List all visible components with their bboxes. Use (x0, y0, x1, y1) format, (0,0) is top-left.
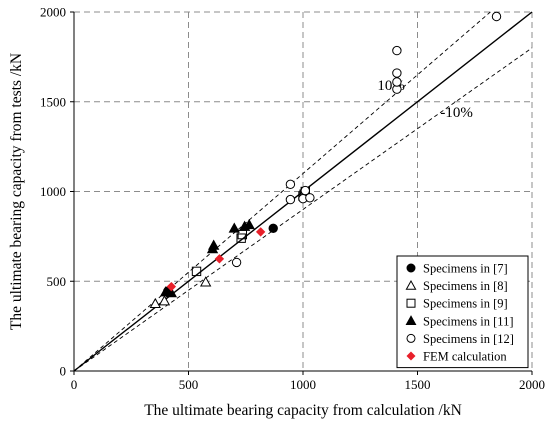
point-s2-2 (158, 295, 171, 306)
point-s5-9 (392, 68, 402, 78)
legend-marker-3 (406, 298, 416, 308)
x-tick-labels: 0 500 1000 1500 2000 (71, 371, 545, 392)
legend-label-6: FEM calculation (423, 350, 507, 364)
legend: Specimens in [7] Specimens in [8] Specimen… (396, 255, 529, 369)
y-tick-label-1: 500 (47, 274, 67, 289)
legend-marker-2 (405, 279, 417, 290)
legend-label-1: Specimens in [7] (423, 262, 508, 276)
legend-label-4: Specimens in [11] (423, 314, 514, 328)
point-s5-10 (392, 45, 402, 56)
x-tick-label-4: 2000 (519, 377, 545, 392)
series-6 (166, 227, 266, 292)
point-s5-11 (491, 11, 502, 22)
legend-label-2: Specimens in [8] (423, 279, 508, 293)
point-s4-4 (208, 239, 220, 250)
point-s5-2 (285, 179, 296, 190)
point-s1-2 (268, 223, 278, 233)
point-s2-1 (149, 297, 161, 309)
data-points (149, 11, 502, 309)
series-4 (159, 218, 255, 298)
y-axis-label: The ultimate bearing capacity from tests… (8, 53, 25, 330)
legend-marker-5 (406, 333, 416, 343)
x-tick-label-2: 1000 (290, 377, 316, 392)
reference-line-2 (73, 11, 491, 372)
y-tick-label-0: 0 (60, 364, 67, 379)
x-tick-label-1: 500 (179, 377, 199, 392)
legend-box (396, 255, 529, 369)
series-2 (149, 276, 212, 309)
point-s3-2 (236, 233, 246, 243)
legend-marker-6 (406, 351, 416, 361)
y-tick-label-3: 1500 (40, 94, 66, 109)
point-s5-3 (285, 194, 296, 205)
legend-label-3: Specimens in [9] (423, 297, 508, 311)
point-s6-3 (255, 227, 266, 237)
point-s4-7 (243, 218, 255, 230)
legend-label-5: Specimens in [12] (423, 332, 514, 346)
point-s6-1 (166, 281, 177, 292)
y-tick-labels: 0 500 1000 1500 2000 (40, 5, 74, 379)
point-s4-5 (228, 222, 240, 233)
reference-line-3 (73, 47, 533, 372)
point-s5-8 (392, 77, 402, 87)
series-5 (231, 11, 502, 268)
reference-label-3: -10% (440, 105, 473, 121)
legend-marker-4 (405, 315, 417, 325)
x-axis-label: The ultimate bearing capacity from calcu… (144, 402, 462, 419)
point-s3-1 (191, 266, 202, 277)
y-tick-label-4: 2000 (40, 5, 66, 20)
point-s4-2 (165, 287, 178, 298)
point-s6-2 (214, 254, 225, 264)
x-tick-label-3: 1500 (405, 377, 431, 392)
point-s2-3 (199, 276, 212, 287)
legend-marker-1 (406, 263, 416, 273)
point-s5-6 (305, 193, 315, 203)
point-s5-1 (231, 257, 242, 268)
x-tick-label-0: 0 (71, 377, 78, 392)
point-s5-5 (300, 185, 310, 196)
y-tick-label-2: 1000 (40, 184, 66, 199)
